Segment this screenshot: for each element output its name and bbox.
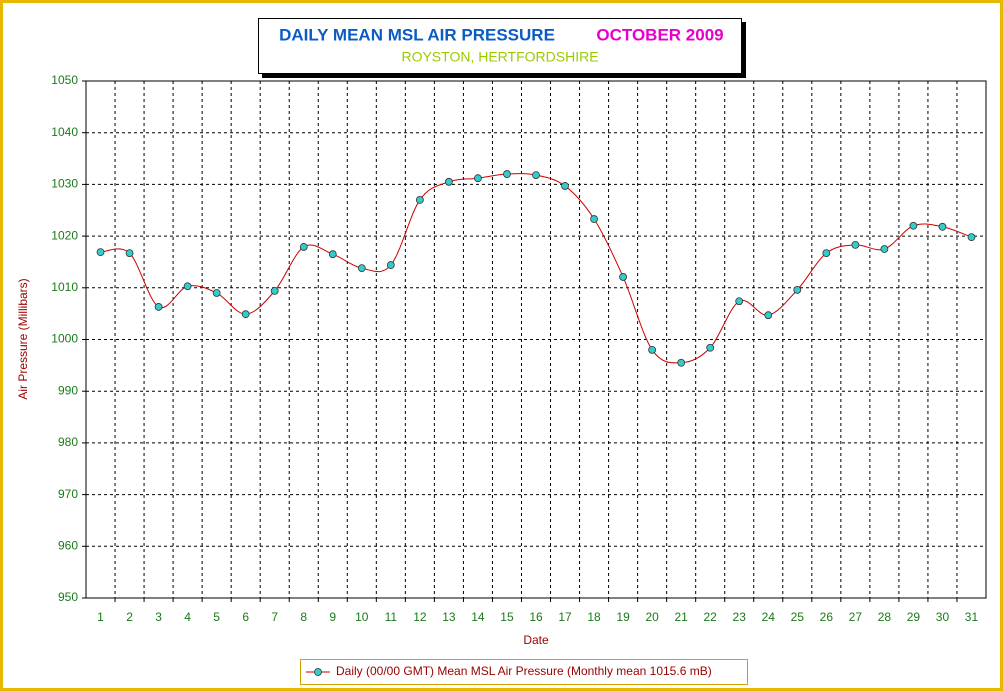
x-tick-label: 16: [529, 610, 543, 624]
x-tick-label: 31: [965, 610, 979, 624]
plot-frame: [85, 80, 987, 599]
data-point: [154, 303, 163, 311]
legend-marker: [314, 668, 322, 676]
x-tick-label: 13: [442, 610, 456, 624]
y-tick-label: 1050: [51, 73, 78, 87]
x-tick-label: 1: [97, 610, 104, 624]
x-tick-label: 3: [155, 610, 162, 624]
x-tick-label: 25: [791, 610, 805, 624]
data-point: [938, 222, 947, 231]
x-tick-label: 26: [820, 610, 834, 624]
data-point: [561, 182, 569, 190]
x-tick-label: 21: [674, 610, 688, 624]
data-point: [764, 311, 773, 320]
data-point: [793, 285, 802, 294]
data-point: [241, 310, 250, 319]
y-tick-label: 980: [58, 435, 78, 449]
data-point: [851, 240, 860, 249]
x-tick-label: 10: [355, 610, 369, 624]
title-box: [258, 18, 742, 74]
data-point: [357, 264, 366, 273]
chart-title-period: OCTOBER 2009: [596, 25, 723, 44]
data-point: [648, 345, 657, 354]
y-tick-label: 1040: [51, 125, 78, 139]
x-tick-label: 20: [645, 610, 659, 624]
x-tick-label: 8: [300, 610, 307, 624]
x-tick-label: 22: [704, 610, 718, 624]
x-axis-title: Date: [523, 633, 549, 647]
data-point: [503, 170, 511, 178]
x-tick-label: 15: [500, 610, 514, 624]
data-point: [532, 171, 540, 179]
data-point: [212, 289, 221, 297]
data-point: [909, 221, 918, 230]
x-tick-label: 12: [413, 610, 427, 624]
data-point: [474, 174, 482, 183]
data-point: [125, 249, 134, 258]
data-point: [706, 343, 715, 352]
y-axis-title: Air Pressure (Millibars): [16, 278, 30, 399]
x-tick-label: 6: [242, 610, 249, 624]
data-point: [386, 261, 395, 269]
x-tick-label: 9: [329, 610, 336, 624]
y-tick-label: 950: [58, 590, 78, 604]
x-tick-label: 2: [126, 610, 133, 624]
x-tick-label: 19: [616, 610, 630, 624]
x-tick-label: 5: [213, 610, 220, 624]
y-tick-label: 1010: [51, 280, 78, 294]
x-tick-label: 30: [936, 610, 950, 624]
data-point: [735, 297, 744, 306]
y-tick-label: 960: [58, 538, 78, 552]
y-tick-label: 1000: [51, 332, 78, 346]
x-tick-label: 17: [558, 610, 572, 624]
x-tick-label: 24: [762, 610, 776, 624]
legend-label: Daily (00/00 GMT) Mean MSL Air Pressure …: [336, 664, 712, 678]
x-tick-label: 29: [907, 610, 921, 624]
data-point: [619, 273, 627, 281]
x-tick-label: 4: [184, 610, 191, 624]
x-tick-label: 28: [878, 610, 892, 624]
data-point: [183, 282, 192, 291]
x-tick-label: 7: [271, 610, 278, 624]
data-point: [270, 287, 279, 295]
data-point: [299, 243, 308, 251]
x-tick-label: 23: [733, 610, 747, 624]
data-point: [415, 196, 424, 204]
data-point: [445, 177, 453, 186]
x-tick-label: 14: [471, 610, 485, 624]
data-point: [96, 248, 105, 257]
chart-subtitle: ROYSTON, HERTFORDSHIRE: [401, 49, 598, 65]
x-tick-label: 11: [385, 610, 398, 624]
x-tick-label: 27: [849, 610, 863, 624]
data-point: [328, 250, 337, 259]
y-tick-label: 1030: [51, 177, 78, 191]
data-point: [880, 245, 889, 253]
y-tick-label: 990: [58, 383, 78, 397]
data-point: [590, 215, 598, 223]
chart-title: DAILY MEAN MSL AIR PRESSURE: [279, 25, 555, 44]
y-tick-label: 1020: [51, 228, 78, 242]
y-tick-label: 970: [58, 487, 78, 501]
data-point: [967, 233, 976, 242]
data-point: [822, 249, 831, 258]
legend-box: [300, 659, 748, 685]
x-tick-label: 18: [587, 610, 601, 624]
data-point: [677, 358, 686, 367]
